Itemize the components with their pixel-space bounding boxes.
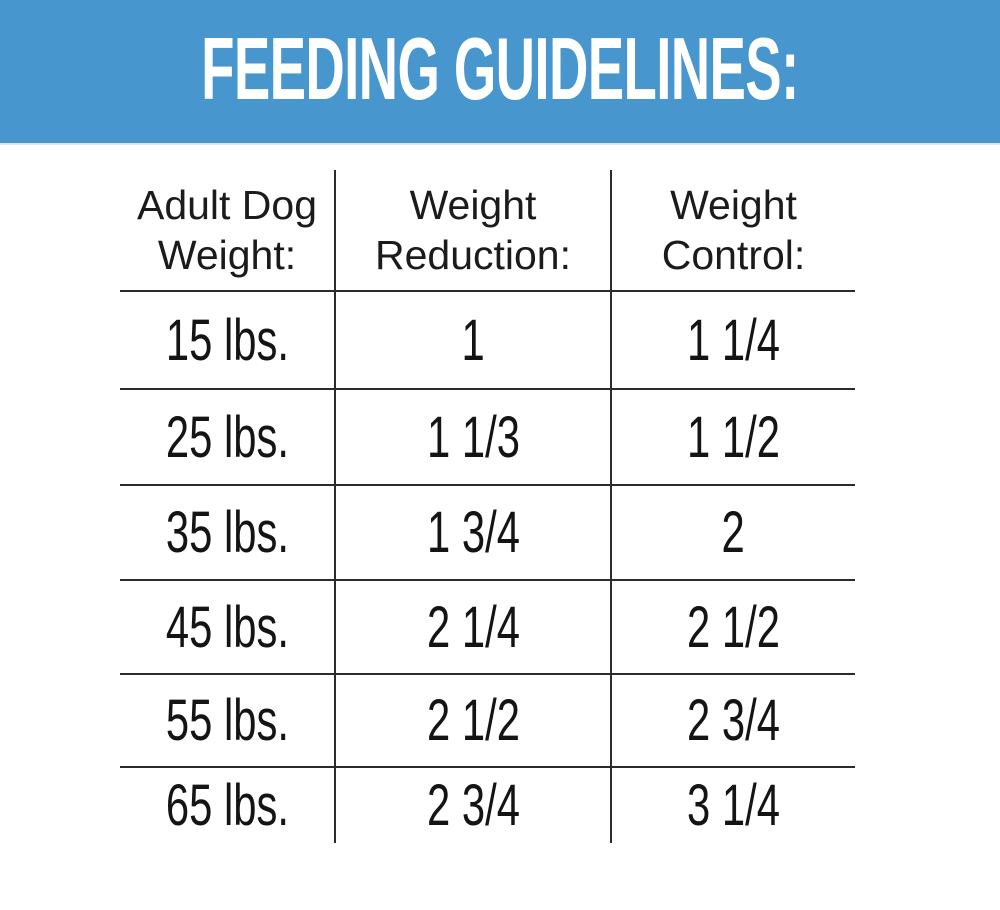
cell-reduction: 1 3/4 <box>336 484 612 579</box>
column-header-weight-reduction: Weight Reduction: <box>336 170 612 290</box>
cell-control: 2 3/4 <box>612 673 855 766</box>
reduction-value: 1 <box>461 307 485 373</box>
cell-reduction: 1 1/3 <box>336 388 612 484</box>
header-banner: FEEDING GUIDELINES: <box>0 0 1000 145</box>
cell-reduction: 1 <box>336 290 612 388</box>
reduction-value: 1 3/4 <box>426 500 520 565</box>
cell-weight: 35 lbs. <box>120 484 336 579</box>
cell-weight: 25 lbs. <box>120 388 336 484</box>
column-header-line: Adult Dog <box>136 182 318 228</box>
weight-value: 35 lbs. <box>165 500 289 565</box>
cell-control: 2 1/2 <box>612 579 855 673</box>
cell-weight: 15 lbs. <box>120 290 336 388</box>
cell-control: 3 1/4 <box>612 766 855 843</box>
reduction-value: 1 1/3 <box>426 404 520 470</box>
cell-weight: 45 lbs. <box>120 579 336 673</box>
column-header-line: Reduction: <box>374 232 571 278</box>
cell-control: 1 1/2 <box>612 388 855 484</box>
reduction-value: 2 1/4 <box>426 594 520 660</box>
cell-control: 2 <box>612 484 855 579</box>
column-header-line: Weight <box>409 182 537 228</box>
weight-value: 15 lbs. <box>165 307 289 373</box>
feeding-table: Adult Dog Weight: Weight Reduction: Weig… <box>120 170 855 843</box>
control-value: 2 3/4 <box>687 688 780 753</box>
cell-reduction: 2 1/4 <box>336 579 612 673</box>
control-value: 2 <box>721 500 746 565</box>
reduction-value: 2 1/2 <box>426 688 520 753</box>
cell-reduction: 2 1/2 <box>336 673 612 766</box>
weight-value: 45 lbs. <box>165 594 289 660</box>
control-value: 2 1/2 <box>687 594 780 660</box>
cell-weight: 65 lbs. <box>120 766 336 843</box>
weight-value: 25 lbs. <box>165 404 289 470</box>
reduction-value: 2 3/4 <box>426 773 520 838</box>
cell-weight: 55 lbs. <box>120 673 336 766</box>
page-title: FEEDING GUIDELINES: <box>201 18 799 118</box>
column-header-adult-dog-weight: Adult Dog Weight: <box>120 170 336 290</box>
column-header-weight-control: Weight Control: <box>612 170 855 290</box>
column-header-line: Weight <box>670 182 797 228</box>
weight-value: 55 lbs. <box>165 688 289 753</box>
cell-control: 1 1/4 <box>612 290 855 388</box>
cell-reduction: 2 3/4 <box>336 766 612 843</box>
column-header-line: Weight: <box>157 232 297 278</box>
control-value: 1 1/2 <box>687 404 780 470</box>
control-value: 3 1/4 <box>687 773 780 838</box>
weight-value: 65 lbs. <box>165 773 289 838</box>
control-value: 1 1/4 <box>687 307 780 373</box>
column-header-line: Control: <box>661 232 806 278</box>
